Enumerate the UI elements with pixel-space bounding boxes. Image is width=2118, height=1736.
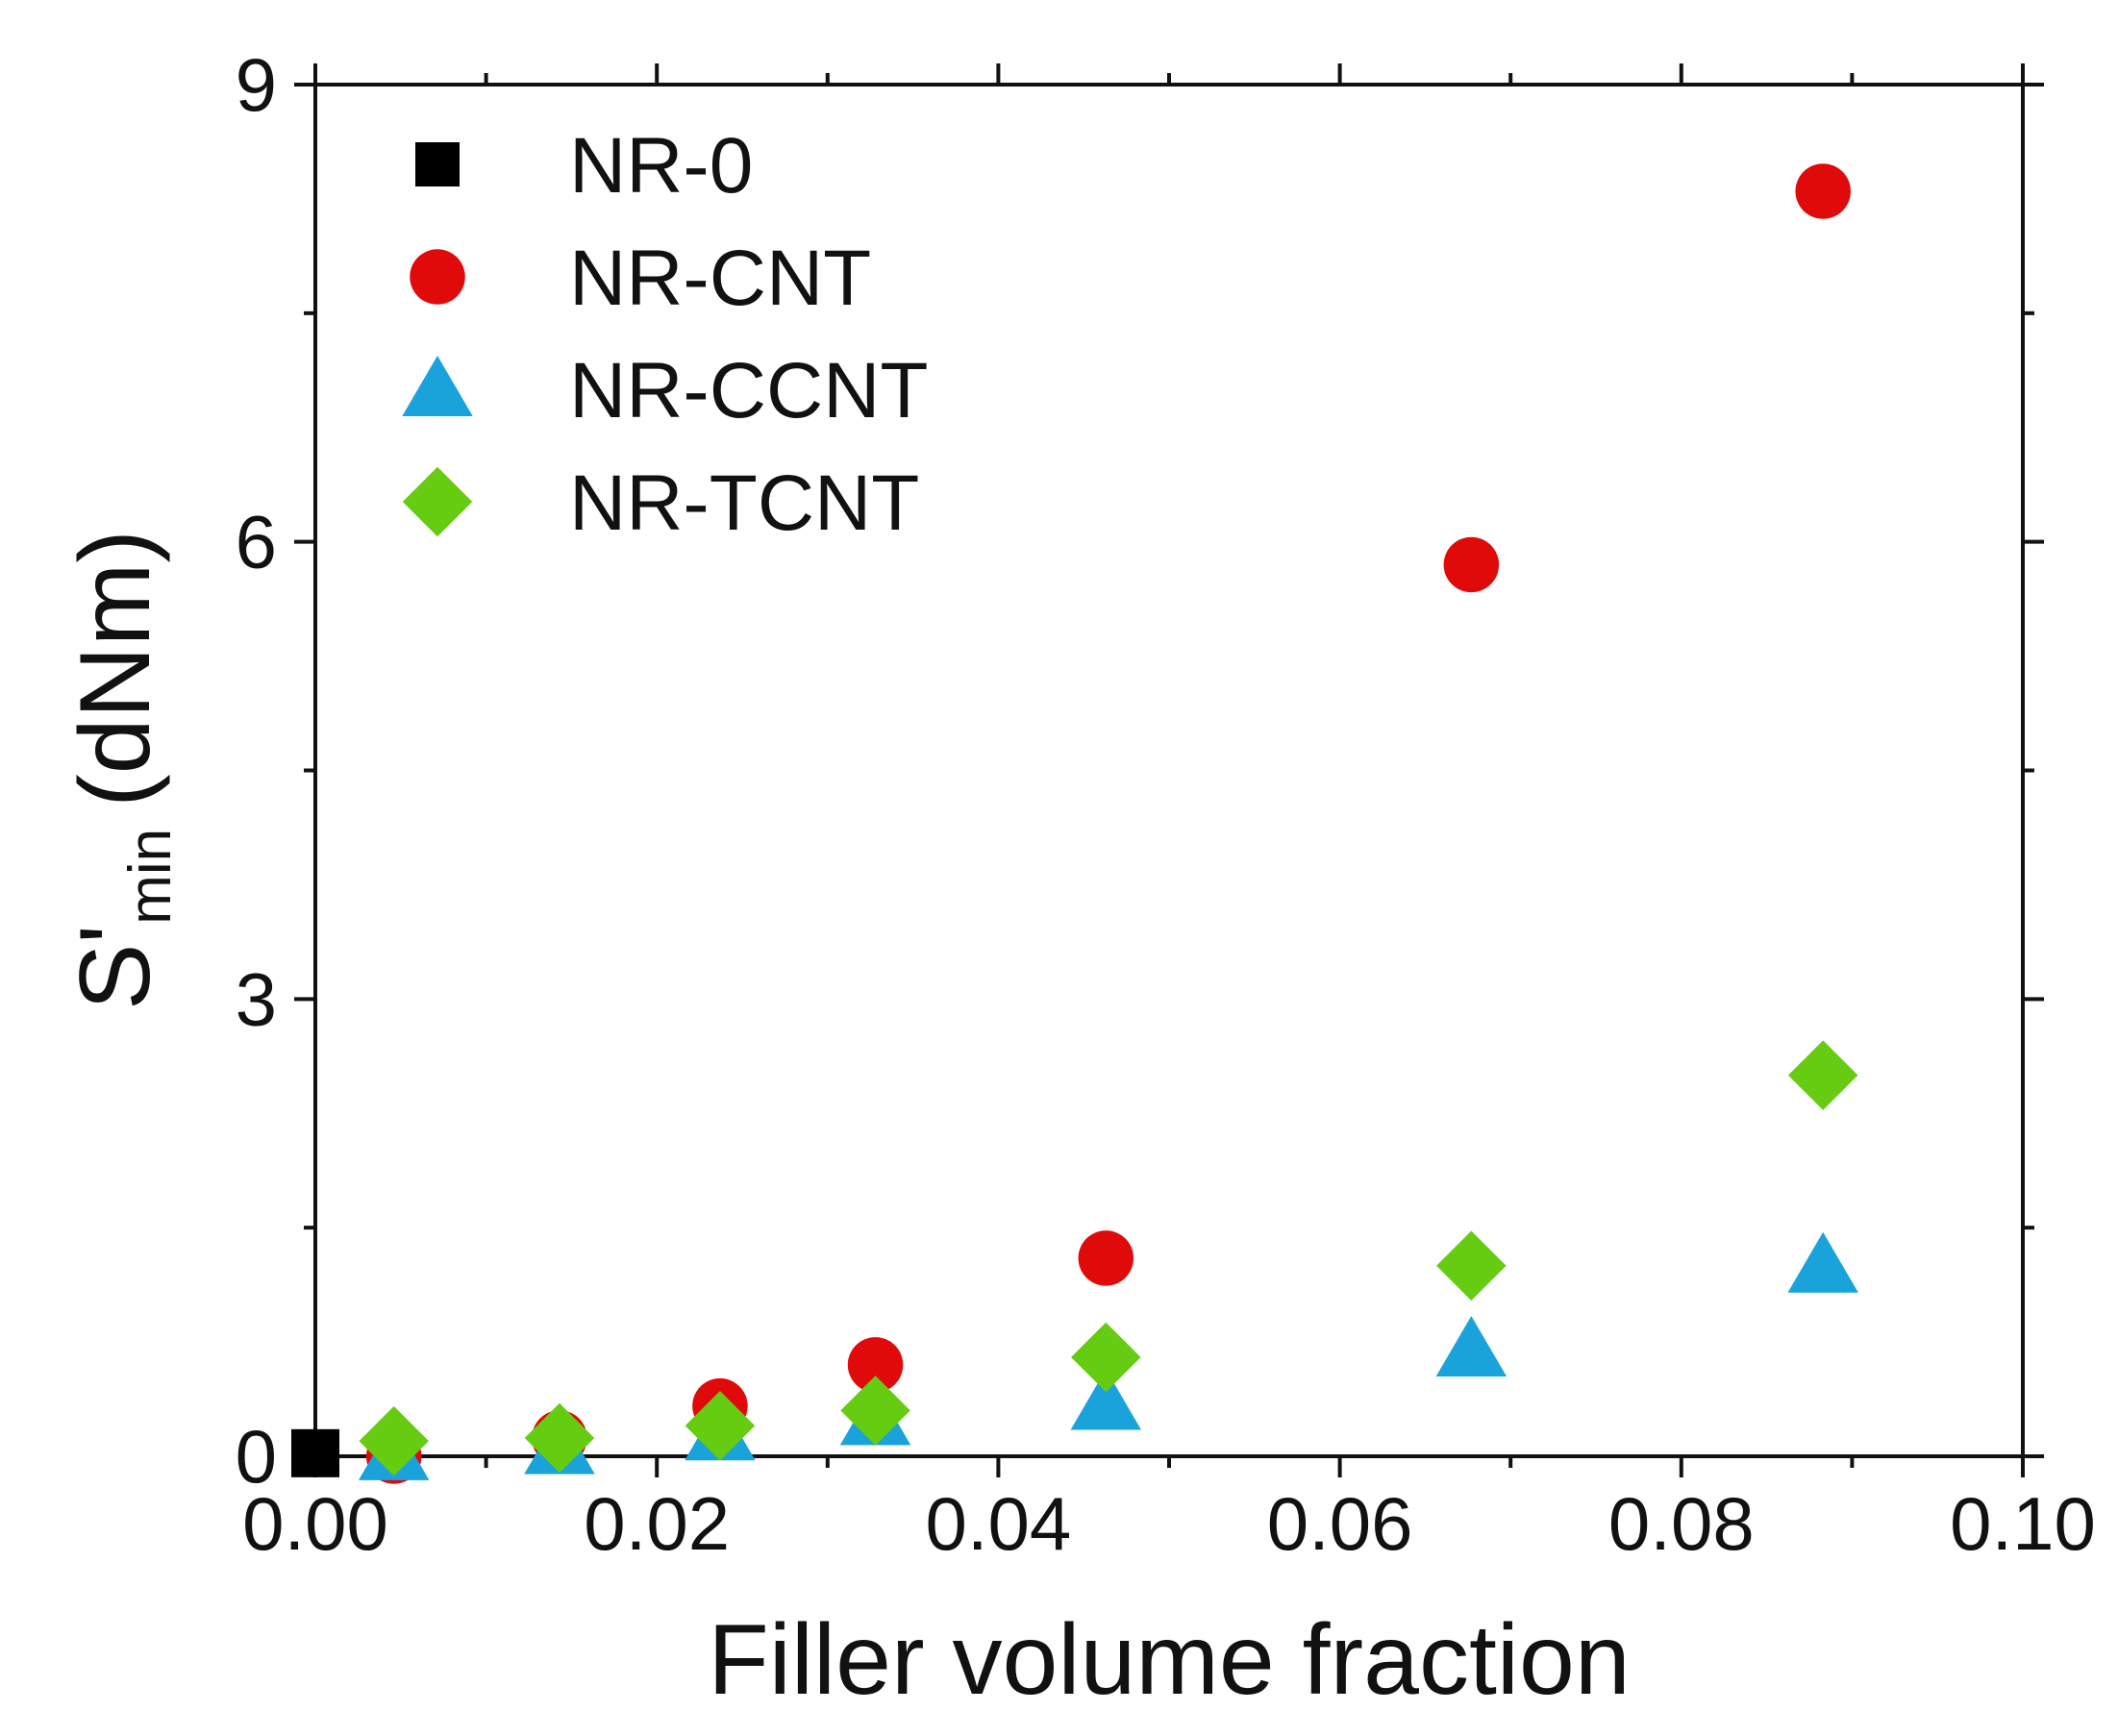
legend-label: NR-CNT (569, 235, 871, 322)
legend-item: NR-CCNT (402, 347, 928, 434)
point-nr-tcnt (840, 1376, 910, 1446)
x-tick-labels: 0.00 0.02 0.04 0.06 0.08 0.10 (242, 1481, 2096, 1566)
y-axis-title-main: S' (60, 925, 171, 1010)
legend-marker-nr-cnt (410, 249, 465, 305)
y-axis-title-subscript: min (117, 829, 184, 925)
point-nr-cnt (1443, 536, 1500, 593)
x-tick-label: 0.02 (584, 1481, 730, 1566)
legend-marker-nr-tcnt (402, 466, 473, 537)
legend-label: NR-TCNT (569, 459, 919, 547)
point-nr-ccnt (1435, 1316, 1508, 1377)
data-points (291, 163, 1858, 1484)
x-tick-label: 0.10 (1950, 1481, 2096, 1566)
x-tick-label: 0.06 (1267, 1481, 1413, 1566)
point-nr-tcnt (524, 1402, 595, 1474)
point-nr-tcnt (1071, 1322, 1141, 1393)
legend-marker-nr-ccnt (402, 356, 473, 416)
y-tick-labels: 0 3 6 9 (236, 42, 277, 1499)
point-nr-tcnt (1436, 1230, 1507, 1302)
y-tick-label: 6 (236, 500, 277, 584)
legend-marker-nr-0 (415, 142, 460, 186)
point-nr-tcnt (359, 1405, 429, 1476)
x-axis-title: Filler volume fraction (708, 1604, 1630, 1716)
legend: NR-0 NR-CNT NR-CCNT NR-TCNT (402, 122, 928, 547)
x-tick-label: 0.04 (925, 1481, 1071, 1566)
x-tick-label: 0.08 (1608, 1481, 1755, 1566)
point-nr-cnt (1078, 1230, 1134, 1286)
point-nr-tcnt (1787, 1040, 1858, 1110)
y-axis-title-unit: (dNm) (60, 530, 171, 807)
legend-item: NR-TCNT (402, 459, 919, 547)
y-tick-label: 3 (236, 956, 277, 1041)
legend-label: NR-CCNT (569, 347, 928, 434)
point-nr-ccnt (1070, 1369, 1142, 1430)
series-nr-0 (291, 1428, 339, 1477)
legend-item: NR-0 (415, 122, 753, 210)
point-nr-cnt (847, 1337, 904, 1393)
y-tick-label: 0 (236, 1414, 277, 1499)
point-nr-ccnt (1787, 1231, 1858, 1293)
x-tick-label: 0.00 (242, 1481, 388, 1566)
series-nr-tcnt (359, 1040, 1858, 1476)
y-axis-title: S'min (dNm) (60, 530, 184, 1010)
legend-item: NR-CNT (410, 235, 871, 322)
y-tick-label: 9 (236, 42, 277, 127)
legend-label: NR-0 (569, 122, 753, 210)
point-nr-0 (291, 1428, 339, 1477)
point-nr-cnt (1795, 163, 1851, 219)
point-nr-tcnt (685, 1391, 756, 1461)
axis-ticks (294, 63, 2044, 1477)
